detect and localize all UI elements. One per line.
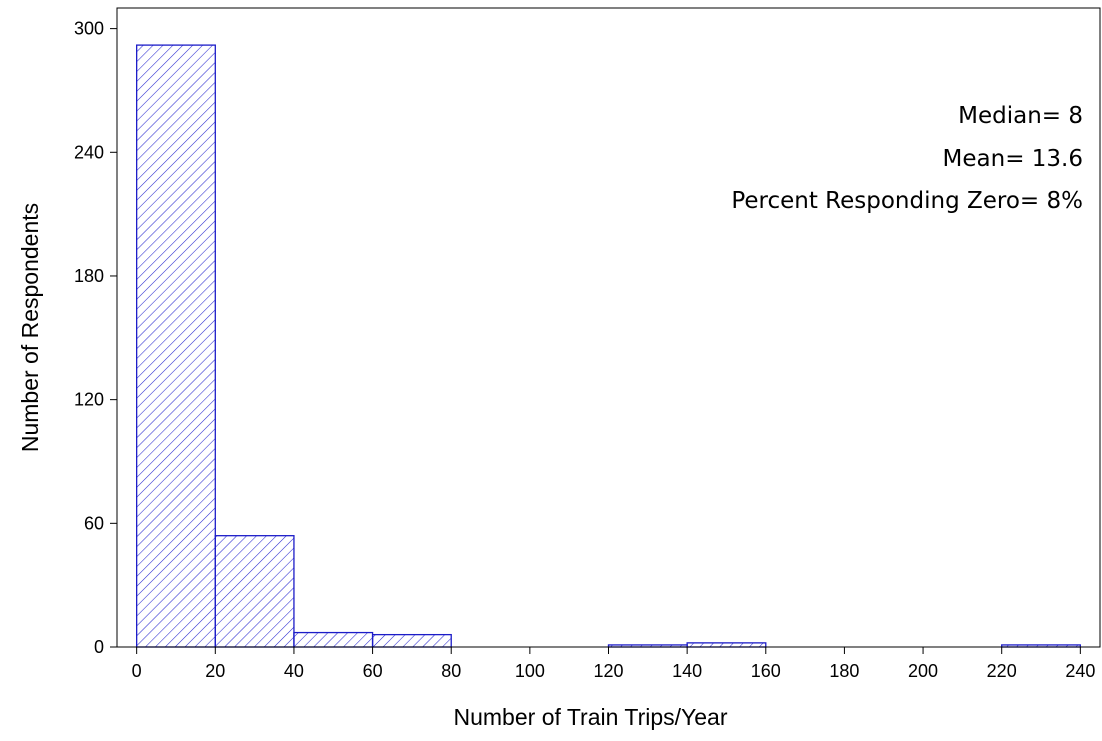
y-axis-title: Number of Respondents <box>17 203 43 452</box>
histogram-bar <box>293 631 374 648</box>
x-tick-label: 160 <box>751 661 781 681</box>
x-tick-label: 100 <box>515 661 545 681</box>
y-tick-label: 120 <box>74 390 104 410</box>
labels-layer: 0 20 40 60 80 100 120 140 160 180 200 220 240 0 60 120 1… <box>17 19 1095 730</box>
x-axis-title: Number of Train Trips/Year <box>454 704 728 730</box>
x-tick-label: 20 <box>205 661 225 681</box>
bars-layer <box>136 44 1081 648</box>
x-tick-label: 0 <box>132 661 142 681</box>
y-tick-label: 300 <box>74 19 104 39</box>
x-tick-label: 240 <box>1065 661 1095 681</box>
axes-layer <box>110 7 1101 654</box>
x-tick-label: 140 <box>672 661 702 681</box>
histogram-bar <box>136 44 216 648</box>
x-tick-label: 40 <box>284 661 304 681</box>
x-tick-label: 180 <box>829 661 859 681</box>
stat-annotation: Percent Responding Zero= 8% <box>731 188 1083 214</box>
histogram-bar <box>371 633 452 648</box>
y-tick-label: 0 <box>94 637 104 657</box>
x-tick-label: 60 <box>363 661 383 681</box>
stat-annotation: Median= 8 <box>958 103 1083 129</box>
x-tick-label: 220 <box>987 661 1017 681</box>
x-tick-label: 80 <box>441 661 461 681</box>
x-tick-label: 120 <box>593 661 623 681</box>
y-tick-label: 240 <box>74 142 104 162</box>
stat-annotation: Mean= 13.6 <box>943 146 1083 172</box>
y-tick-label: 60 <box>84 513 104 533</box>
histogram-bar <box>686 642 767 648</box>
histogram-bar <box>214 535 295 648</box>
x-tick-label: 200 <box>908 661 938 681</box>
y-tick-label: 180 <box>74 266 104 286</box>
